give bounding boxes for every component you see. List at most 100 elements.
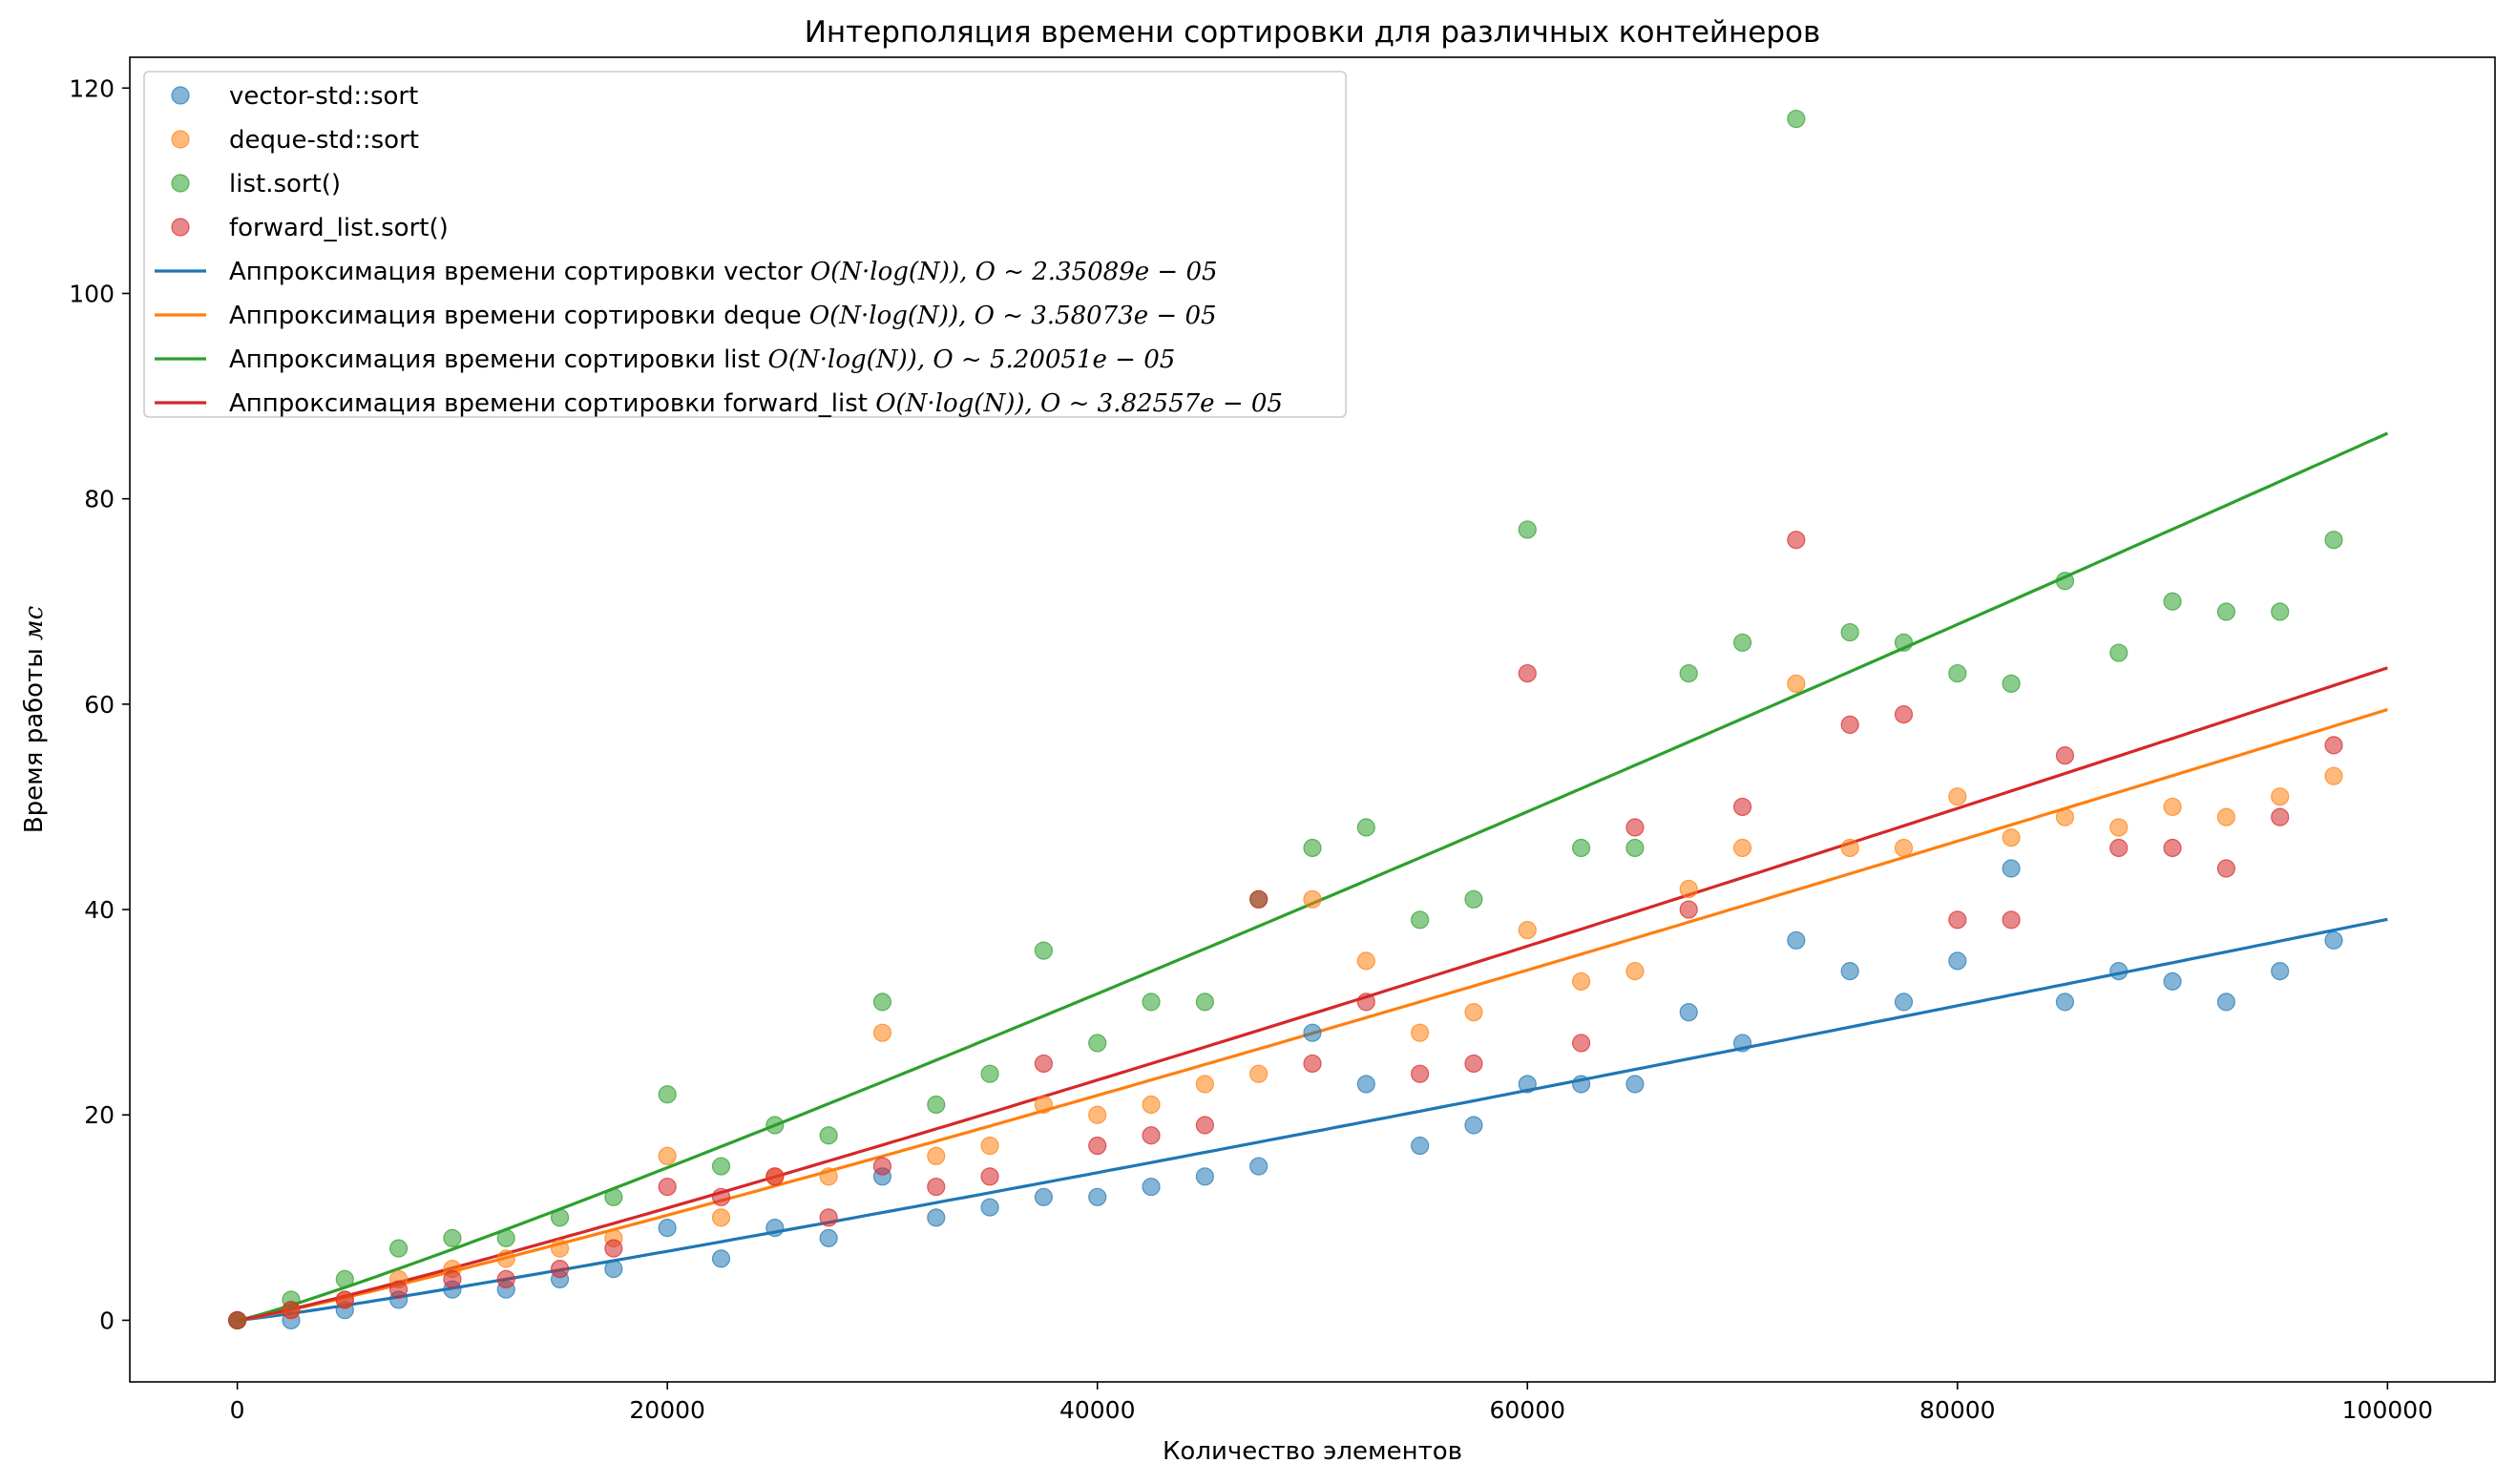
data-point [1894, 838, 1914, 858]
legend-label-formula: O(N·log(N)), O ~ 3.58073e − 05 [809, 302, 1217, 330]
data-point [335, 1269, 354, 1289]
data-point [2216, 807, 2236, 826]
data-point [1356, 951, 1375, 971]
legend-marker [171, 86, 190, 105]
data-point [872, 993, 892, 1012]
data-point [1571, 1075, 1591, 1094]
data-point [658, 1219, 677, 1238]
legend-label-formula: O(N·log(N)), O ~ 3.82557e − 05 [875, 389, 1283, 418]
data-point [550, 1239, 570, 1258]
data-point [819, 1167, 838, 1186]
data-point [927, 1208, 946, 1227]
legend-label: list.sort() [229, 170, 341, 199]
x-axis-ticks: 0 20000 40000 60000 80000 100000 [230, 1382, 2433, 1424]
legend-label-formula: O(N·log(N)), O ~ 2.35089e − 05 [810, 258, 1218, 286]
data-point [980, 1136, 999, 1156]
data-point [1195, 1075, 1214, 1094]
data-point [1303, 889, 1322, 909]
data-point [1034, 1095, 1054, 1115]
data-point [658, 1177, 677, 1197]
data-point [1894, 633, 1914, 652]
data-point [1464, 1054, 1483, 1074]
data-point [1787, 109, 1806, 129]
data-point [604, 1187, 623, 1206]
data-point [765, 1116, 785, 1135]
data-point [980, 1198, 999, 1217]
data-point [2324, 531, 2343, 550]
data-point [1411, 1023, 1430, 1042]
data-point [443, 1269, 462, 1289]
data-point [1356, 1075, 1375, 1094]
x-axis-label: Количество элементов [1163, 1437, 1462, 1466]
data-point [1303, 1054, 1322, 1074]
y-tick-label: 0 [99, 1306, 115, 1334]
data-point [1518, 1075, 1537, 1094]
data-point [1732, 838, 1752, 858]
data-point [980, 1064, 999, 1083]
data-point [1679, 900, 1698, 919]
data-point [2109, 643, 2128, 662]
legend-label-formula: O(N·log(N)), O ~ 5.20051e − 05 [768, 345, 1176, 374]
data-point [1303, 1023, 1322, 1042]
legend-label-text: Аппроксимация времени сортировки vector [229, 258, 810, 286]
data-point [2002, 910, 2021, 930]
data-point [2163, 592, 2182, 611]
data-point [1625, 962, 1645, 981]
data-point [604, 1260, 623, 1279]
data-point [927, 1177, 946, 1197]
fit-line [237, 666, 2388, 1322]
data-point [550, 1260, 570, 1279]
data-point [819, 1228, 838, 1247]
data-point [550, 1208, 570, 1227]
fit-line [237, 917, 2388, 1322]
data-point [1948, 787, 1967, 806]
data-point [2002, 674, 2021, 693]
data-point [2271, 962, 2290, 981]
data-point [1518, 663, 1537, 683]
data-point [496, 1228, 515, 1247]
data-point [1625, 838, 1645, 858]
y-axis-ticks: 0 20 40 60 80 100 120 [69, 74, 130, 1334]
y-axis-label: Время работы мс [20, 605, 49, 833]
scatter-points [228, 109, 2343, 1330]
data-point [1948, 663, 1967, 683]
data-point [2271, 787, 2290, 806]
data-point [2163, 797, 2182, 817]
data-point [228, 1310, 247, 1330]
data-point [980, 1167, 999, 1186]
y-tick-label: 20 [84, 1101, 115, 1129]
data-point [1571, 838, 1591, 858]
data-point [711, 1187, 731, 1206]
legend-marker [171, 130, 190, 149]
data-point [335, 1290, 354, 1309]
data-point [1195, 993, 1214, 1012]
x-tick-label: 20000 [629, 1396, 705, 1424]
data-point [1894, 705, 1914, 724]
x-tick-label: 0 [230, 1396, 245, 1424]
data-point [2109, 818, 2128, 837]
data-point [1894, 993, 1914, 1012]
data-point [496, 1249, 515, 1268]
data-point [1787, 531, 1806, 550]
data-point [658, 1146, 677, 1165]
data-point [1142, 1095, 1161, 1115]
data-point [1840, 962, 1859, 981]
data-point [1142, 993, 1161, 1012]
data-point [1088, 1187, 1107, 1206]
legend-label-text: Аппроксимация времени сортировки forward… [229, 389, 875, 418]
data-point [1787, 674, 1806, 693]
data-point [2324, 930, 2343, 950]
data-point [1088, 1034, 1107, 1053]
y-tick-label: 100 [69, 280, 115, 307]
plot-frame [129, 56, 2496, 1383]
data-point [2163, 838, 2182, 858]
data-point [1464, 1003, 1483, 1022]
data-point [819, 1126, 838, 1145]
legend-marker [171, 218, 190, 237]
data-point [1518, 920, 1537, 940]
data-point [1948, 951, 1967, 971]
legend-box [143, 71, 1347, 418]
data-point [927, 1146, 946, 1165]
data-point [711, 1208, 731, 1227]
data-point [496, 1269, 515, 1289]
